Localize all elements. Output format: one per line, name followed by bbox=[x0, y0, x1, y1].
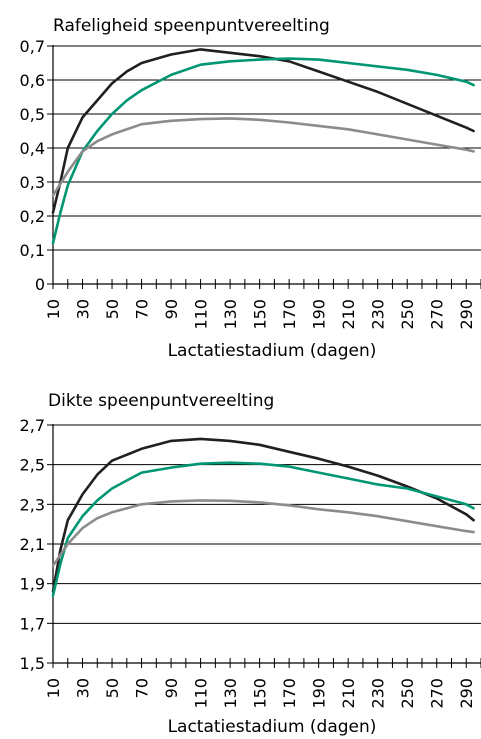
x-tick-label: 50 bbox=[103, 299, 122, 319]
y-tick-label: 2,1 bbox=[20, 535, 45, 554]
x-axis-label: Lactatiestadium (dagen) bbox=[168, 341, 377, 361]
x-tick-label: 230 bbox=[369, 299, 388, 330]
x-tick-label: 70 bbox=[133, 299, 152, 319]
x-tick-label: 30 bbox=[74, 299, 93, 319]
x-tick-label: 150 bbox=[251, 678, 270, 709]
x-tick-label: 250 bbox=[398, 299, 417, 330]
x-tick-label: 270 bbox=[428, 678, 447, 709]
x-tick-label: 210 bbox=[339, 299, 358, 330]
chart-title: Dikte speenpuntvereelting bbox=[48, 391, 274, 411]
x-tick-label: 210 bbox=[339, 678, 358, 709]
y-tick-label: 2,5 bbox=[20, 456, 45, 475]
y-tick-label: 0,3 bbox=[20, 173, 45, 192]
x-tick-label: 190 bbox=[310, 299, 329, 330]
y-tick-label: 2,3 bbox=[20, 495, 45, 514]
chart-2: Dikte speenpuntvereelting 1,5 1,7 1,9 2,1 2,3… bbox=[20, 391, 481, 737]
y-tick-label: 1,9 bbox=[20, 575, 45, 594]
series-line-3 bbox=[51, 117, 475, 197]
x-tick-label: 150 bbox=[251, 299, 270, 330]
y-tick-label: 0,2 bbox=[20, 207, 45, 226]
x-tick-label: 110 bbox=[192, 299, 211, 330]
y-tick-label: 0,5 bbox=[20, 105, 45, 124]
x-tick-label: 290 bbox=[457, 299, 476, 330]
x-tick-label: 110 bbox=[192, 678, 211, 709]
x-tick-label: 10 bbox=[44, 678, 63, 698]
series-line-3 bbox=[51, 499, 475, 568]
x-tick-label: 190 bbox=[310, 678, 329, 709]
y-tick-label: 2,7 bbox=[20, 416, 45, 435]
series-line-1 bbox=[51, 48, 475, 214]
x-tick-label: 130 bbox=[221, 299, 240, 330]
y-tick-label: 1,5 bbox=[20, 654, 45, 673]
x-tick-label: 290 bbox=[457, 678, 476, 709]
x-tick-label: 10 bbox=[44, 299, 63, 319]
series-line-1 bbox=[51, 437, 475, 593]
y-tick-label: 0,4 bbox=[20, 139, 45, 158]
x-tick-label: 50 bbox=[103, 678, 122, 698]
y-tick-label: 0,7 bbox=[20, 37, 45, 56]
x-tick-label: 250 bbox=[398, 678, 417, 709]
y-tick-label: 0,6 bbox=[20, 71, 45, 90]
y-tick-label: 0,1 bbox=[20, 241, 45, 260]
x-tick-label: 170 bbox=[280, 678, 299, 709]
chart-title: Rafeligheid speenpuntvereelting bbox=[53, 16, 330, 36]
x-tick-label: 170 bbox=[280, 299, 299, 330]
x-tick-label: 270 bbox=[428, 299, 447, 330]
x-tick-label: 130 bbox=[221, 678, 240, 709]
series-line-2 bbox=[51, 57, 475, 245]
x-tick-label: 90 bbox=[162, 678, 181, 698]
x-tick-label: 70 bbox=[133, 678, 152, 698]
y-tick-label: 1,7 bbox=[20, 614, 45, 633]
x-axis-label: Lactatiestadium (dagen) bbox=[168, 717, 377, 737]
y-tick-label: 0 bbox=[35, 275, 45, 294]
x-tick-label: 230 bbox=[369, 678, 388, 709]
x-tick-label: 30 bbox=[74, 678, 93, 698]
series-line-2 bbox=[51, 461, 475, 597]
x-tick-label: 90 bbox=[162, 299, 181, 319]
chart-1: Rafeligheid speenpuntvereelting 0 0,1 0,2 0,… bbox=[20, 16, 481, 361]
